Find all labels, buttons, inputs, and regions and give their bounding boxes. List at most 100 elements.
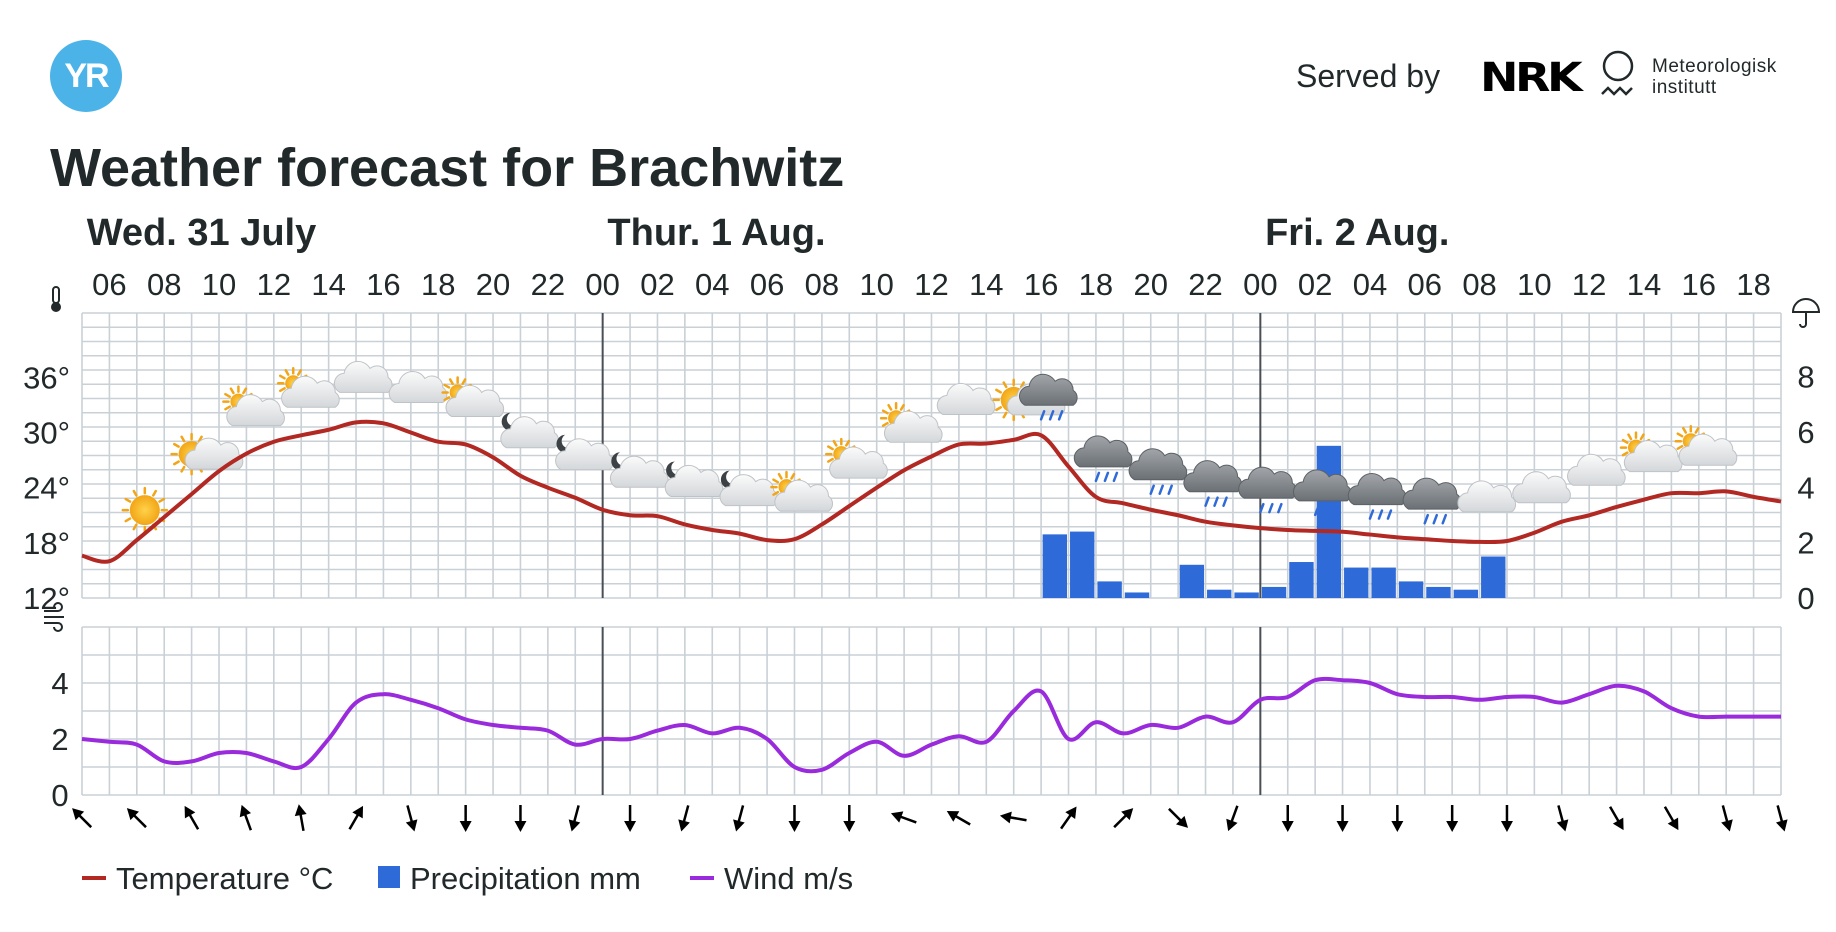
hour-tick-label: 08 (1462, 267, 1496, 302)
precipitation-bar (1234, 592, 1259, 598)
legend-item: Temperature °C (82, 861, 333, 896)
wind-direction-arrow (733, 805, 745, 832)
wind-direction-arrow (568, 805, 581, 832)
wind-direction-arrow (1721, 805, 1733, 832)
sun-icon (121, 486, 169, 534)
wind-direction-arrow (946, 811, 971, 826)
precipitation-bar (1261, 586, 1287, 598)
legend-label: Precipitation mm (410, 861, 641, 896)
cloud-sun-icon (276, 367, 340, 408)
precipitation-bar (1481, 556, 1506, 598)
precipitation-bar (1289, 562, 1314, 598)
legend-swatch (378, 866, 400, 888)
day-label: Wed. 31 July (87, 212, 317, 254)
cloud-sun-icon (441, 376, 505, 417)
rain-cloud-icon (1293, 469, 1352, 517)
rain-cloud-icon (1073, 435, 1133, 483)
wind-direction-arrow (843, 805, 856, 832)
temp-tick-label: 30° (23, 416, 70, 451)
cloud-sun-icon (222, 385, 285, 427)
wind-line (81, 676, 1781, 774)
hour-tick-label: 22 (531, 267, 565, 302)
wind-direction-arrow (1281, 805, 1294, 832)
temp-tick-label: 36° (23, 360, 70, 395)
cloud-moon-icon (664, 461, 724, 497)
hour-tick-label: 00 (585, 267, 619, 302)
wind-direction-arrow (1226, 805, 1239, 832)
wind-direction-arrow (239, 804, 253, 831)
nrk-logo[interactable]: NRK (1480, 55, 1583, 101)
wind-direction-arrow (1391, 805, 1404, 832)
precipitation-bar (1453, 589, 1479, 598)
cloud-icon (388, 370, 448, 404)
cloud-moon-icon (555, 434, 614, 471)
precip-tick-label: 0 (1797, 581, 1814, 616)
legend-label: Temperature °C (116, 861, 333, 896)
cloud-sun-icon (770, 470, 834, 512)
cloud-icon (1512, 471, 1571, 504)
wind-icon (44, 602, 64, 632)
hour-tick-label: 12 (914, 267, 948, 302)
met-institutt-name[interactable]: Meteorologisk institutt (1652, 56, 1777, 98)
wind-direction-arrow (678, 805, 690, 832)
wind-direction-arrow (1608, 806, 1624, 831)
wind-tick-label: 2 (51, 722, 68, 757)
wind-tick-label: 0 (51, 778, 68, 813)
yr-logo[interactable]: YR (50, 40, 122, 112)
met-name-line2: institutt (1652, 77, 1717, 98)
precipitation-bar (1124, 592, 1150, 598)
wind-direction-arrow (788, 805, 801, 832)
cloud-icon (936, 382, 996, 415)
hour-tick-label: 18 (1079, 267, 1113, 302)
rain-cloud-icon (1402, 477, 1462, 525)
hour-tick-label: 12 (1572, 267, 1606, 302)
wind-direction-arrow (1060, 806, 1077, 830)
wind-direction-arrow (294, 804, 307, 832)
hour-tick-label: 10 (202, 267, 236, 302)
precipitation-bar (1070, 531, 1095, 598)
hour-tick-label: 10 (859, 267, 893, 302)
cloud-icon (333, 360, 393, 393)
rain-cloud-icon (1128, 448, 1188, 495)
temp-tick-label: 24° (23, 471, 70, 506)
wind-direction-arrow (1775, 805, 1788, 832)
hour-tick-label: 14 (1627, 267, 1661, 302)
grid (81, 312, 1782, 796)
hour-tick-label: 22 (1188, 267, 1222, 302)
precip-tick-label: 8 (1797, 360, 1814, 395)
wind-direction-arrow (1336, 805, 1349, 832)
precip-tick-label: 4 (1797, 470, 1814, 505)
rain-cloud-icon (1018, 373, 1078, 421)
wind-direction-arrow (1663, 806, 1679, 831)
wind-direction-arrow (1446, 805, 1459, 832)
day-label: Thur. 1 Aug. (607, 212, 825, 254)
wind-direction-arrow (514, 805, 527, 832)
temp-tick-label: 18° (23, 526, 70, 561)
hour-tick-label: 08 (805, 267, 839, 302)
precipitation-bar (1316, 445, 1342, 598)
wind-direction-arrow (1556, 805, 1569, 832)
legend-label: Wind m/s (724, 861, 853, 896)
rain-cloud-icon (1347, 473, 1407, 520)
precipitation-bar (1097, 581, 1122, 598)
hour-tick-label: 06 (750, 267, 784, 302)
rain-cloud-icon (1238, 466, 1297, 514)
hour-tick-label: 18 (1736, 267, 1770, 302)
cloud-sun-icon (825, 437, 888, 479)
met-institutt-logo-icon[interactable] (1600, 50, 1636, 102)
precipitation-bar (1344, 567, 1369, 598)
hour-tick-label: 02 (1298, 267, 1332, 302)
precipitation-bar (1179, 564, 1205, 598)
temperature-line (81, 419, 1782, 564)
thermometer-icon (51, 286, 61, 312)
precipitation-bar (1371, 567, 1396, 598)
legend-item: Wind m/s (690, 861, 853, 896)
wind-direction-arrow (459, 805, 472, 832)
precip-tick-label: 2 (1797, 526, 1814, 561)
wind-tick-label: 4 (51, 666, 68, 701)
hour-tick-label: 10 (1517, 267, 1551, 302)
hour-tick-label: 12 (257, 267, 291, 302)
hour-tick-label: 04 (1353, 267, 1387, 302)
cloud-sun-icon (1674, 424, 1738, 466)
